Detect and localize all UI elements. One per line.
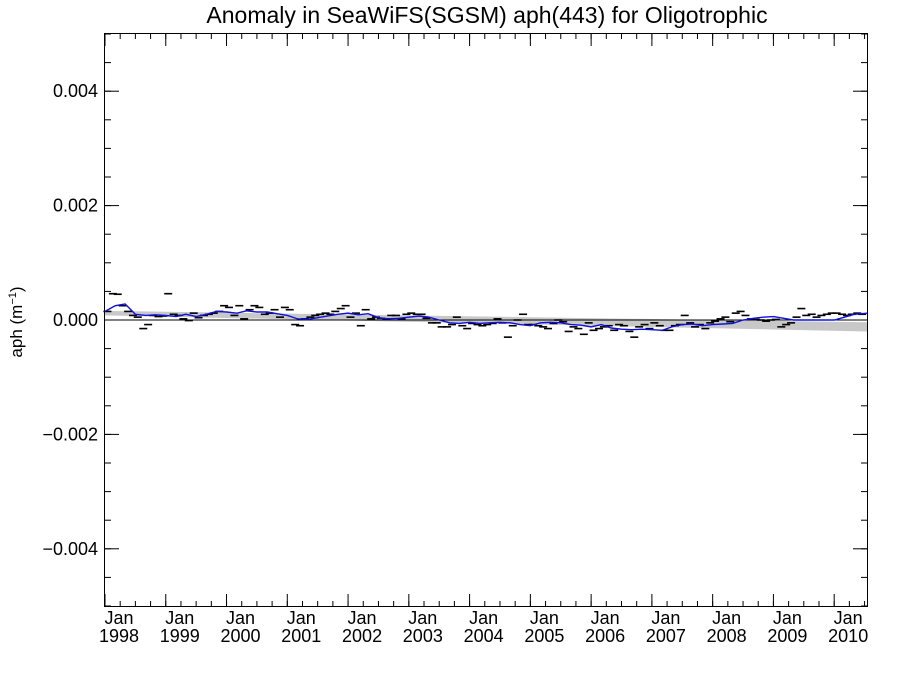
- x-axis-ticks: Jan1998Jan1999Jan2000Jan2001Jan2002Jan20…: [99, 34, 868, 646]
- x-tick-year: 2000: [221, 626, 261, 646]
- x-tick-month: Jan: [348, 608, 377, 628]
- y-tick-label: −0.004: [42, 539, 98, 559]
- x-tick-month: Jan: [469, 608, 498, 628]
- chart-title: Anomaly in SeaWiFS(SGSM) aph(443) for Ol…: [206, 2, 767, 28]
- y-tick-label: −0.002: [42, 424, 98, 444]
- x-tick-year: 2008: [707, 626, 747, 646]
- x-tick-year: 2007: [646, 626, 686, 646]
- x-tick-month: Jan: [530, 608, 559, 628]
- x-tick-year: 2010: [828, 626, 868, 646]
- x-tick-year: 2001: [281, 626, 321, 646]
- x-tick-month: Jan: [287, 608, 316, 628]
- y-tick-label: 0.000: [53, 310, 98, 330]
- y-tick-label: 0.002: [53, 196, 98, 216]
- x-tick-month: Jan: [834, 608, 863, 628]
- trend-band: [105, 310, 867, 332]
- x-tick-year: 2006: [585, 626, 625, 646]
- x-tick-month: Jan: [226, 608, 255, 628]
- x-tick-year: 1999: [160, 626, 200, 646]
- x-tick-year: 2004: [464, 626, 504, 646]
- x-tick-month: Jan: [591, 608, 620, 628]
- y-axis-label-exponent: −1: [7, 292, 19, 305]
- x-tick-month: Jan: [773, 608, 802, 628]
- plot-area: [103, 292, 868, 338]
- x-tick-year: 2009: [767, 626, 807, 646]
- y-tick-label: 0.004: [53, 81, 98, 101]
- y-axis-label-close: ): [7, 286, 26, 292]
- x-tick-month: Jan: [104, 608, 133, 628]
- x-tick-month: Jan: [408, 608, 437, 628]
- smoothed-series-line: [104, 303, 868, 332]
- y-axis-label-main: aph (m: [7, 305, 26, 358]
- x-tick-month: Jan: [712, 608, 741, 628]
- x-tick-year: 2003: [403, 626, 443, 646]
- x-tick-year: 2002: [342, 626, 382, 646]
- x-tick-year: 1998: [99, 626, 139, 646]
- x-tick-month: Jan: [651, 608, 680, 628]
- y-axis-label: aph (m−1): [7, 286, 26, 357]
- x-tick-year: 2005: [524, 626, 564, 646]
- y-axis-ticks: 0.004 0.002 0.000 −0.002 −0.004: [42, 33, 867, 607]
- plot-frame: [104, 33, 868, 607]
- x-tick-month: Jan: [165, 608, 194, 628]
